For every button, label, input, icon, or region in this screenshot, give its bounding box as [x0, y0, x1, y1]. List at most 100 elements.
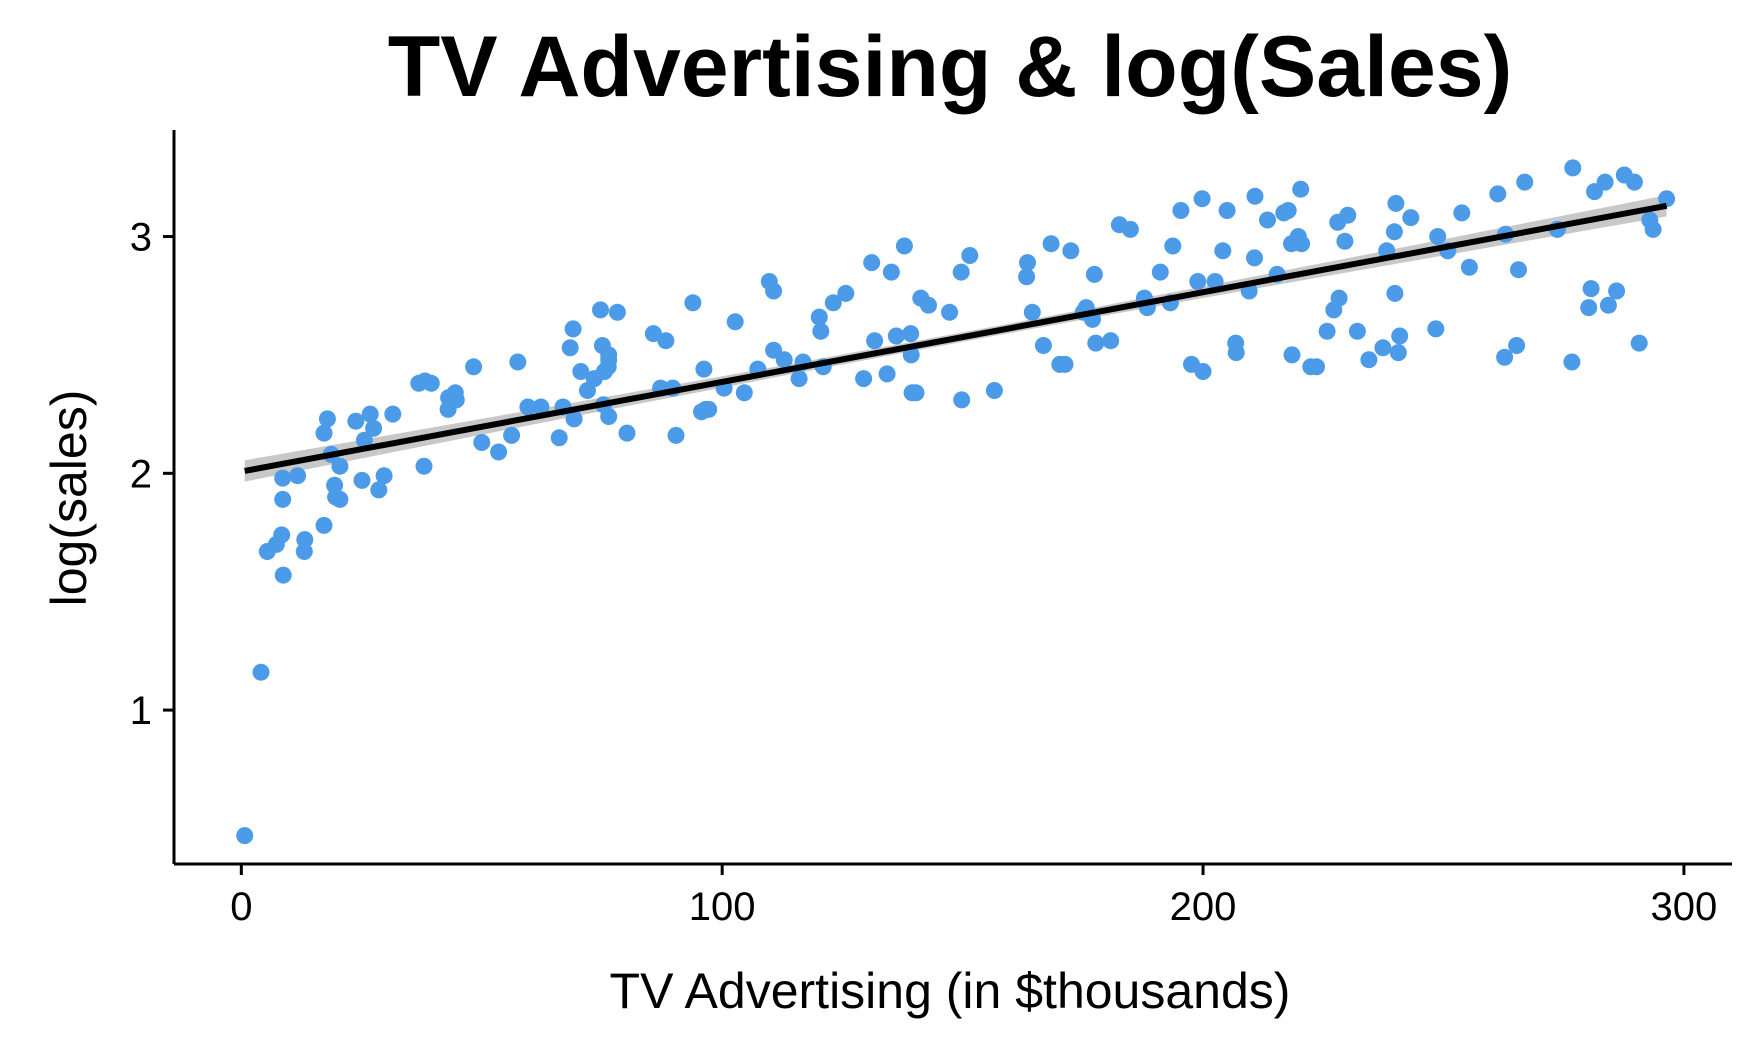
data-point [1402, 209, 1420, 227]
axes: 0 100 200 300 1 2 3 [130, 130, 1732, 929]
data-point [1206, 273, 1224, 290]
data-point [422, 374, 440, 392]
data-point [824, 294, 842, 312]
data-point [667, 426, 685, 444]
data-point [1336, 232, 1354, 250]
data-point [644, 325, 662, 343]
data-point [315, 424, 333, 442]
data-point [1292, 180, 1310, 198]
data-point [1246, 187, 1264, 205]
data-point [564, 320, 582, 338]
data-point [1429, 228, 1447, 245]
data-point [1580, 299, 1598, 317]
data-point [855, 370, 873, 388]
data-point [812, 322, 830, 340]
data-point [1164, 237, 1182, 255]
plot-area [236, 159, 1676, 845]
data-point [837, 284, 855, 302]
data-point [1387, 194, 1405, 212]
data-point [1151, 263, 1169, 281]
y-axis-ticks: 1 2 3 [130, 216, 174, 733]
data-point [1489, 185, 1507, 203]
data-point [1625, 173, 1643, 191]
data-point [274, 566, 292, 584]
data-point [565, 410, 583, 428]
y-tick-label: 2 [130, 452, 152, 496]
x-tick-label: 200 [1170, 885, 1237, 929]
data-point [1516, 173, 1534, 191]
data-point [1194, 363, 1212, 380]
data-point [1564, 159, 1582, 177]
data-point [572, 363, 590, 380]
data-point [941, 303, 959, 321]
data-point [1087, 334, 1105, 352]
data-point [952, 263, 970, 281]
data-point [1019, 254, 1036, 272]
data-point [236, 827, 254, 845]
data-point [1508, 337, 1526, 354]
data-point [775, 351, 793, 369]
data-point [361, 405, 379, 423]
y-axis-label: log(sales) [41, 390, 97, 607]
data-point [296, 531, 314, 549]
data-point [561, 339, 579, 357]
data-point [810, 308, 828, 326]
data-point [684, 294, 702, 312]
data-point [600, 351, 618, 369]
data-point [1453, 204, 1471, 222]
regression-line-layer [244, 202, 1668, 474]
data-point [1330, 289, 1348, 307]
data-point [1389, 344, 1407, 362]
data-point [1630, 334, 1648, 352]
data-point [1582, 280, 1600, 298]
data-point [902, 325, 920, 343]
data-point [1214, 242, 1232, 260]
data-point [592, 301, 609, 319]
data-point [252, 663, 270, 681]
data-point [618, 424, 636, 442]
data-point [1279, 202, 1297, 219]
y-tick-label: 1 [130, 689, 152, 733]
x-tick-label: 0 [230, 885, 252, 929]
data-point [1102, 332, 1120, 350]
data-point [1386, 284, 1404, 302]
x-axis-ticks: 0 100 200 300 [230, 864, 1717, 929]
data-point [735, 384, 753, 402]
data-point [1056, 355, 1074, 373]
data-point [882, 263, 900, 281]
data-point [447, 391, 465, 409]
data-point [1339, 206, 1357, 224]
data-point [1599, 296, 1617, 314]
data-point [866, 332, 884, 350]
data-point [473, 434, 491, 451]
data-point [907, 384, 925, 402]
data-point [503, 426, 521, 444]
chart-title: TV Advertising & log(Sales) [388, 19, 1513, 115]
data-point [365, 419, 383, 437]
data-point [1085, 265, 1103, 283]
data-point [863, 254, 881, 272]
data-point [318, 410, 336, 428]
data-point [1062, 242, 1080, 260]
data-point [1308, 358, 1325, 376]
data-point [790, 370, 808, 388]
data-point [700, 400, 718, 418]
data-point [1121, 220, 1139, 238]
y-tick-label: 3 [130, 216, 152, 260]
data-point [465, 358, 483, 376]
data-point [289, 467, 307, 485]
data-point [274, 469, 292, 487]
data-point [273, 526, 291, 544]
data-point [1427, 320, 1445, 338]
data-point [600, 408, 618, 425]
data-point [1227, 344, 1245, 362]
data-point [765, 282, 783, 300]
data-point [315, 516, 333, 534]
data-point [953, 391, 971, 409]
data-point [331, 490, 349, 508]
x-tick-label: 100 [689, 885, 756, 929]
data-point [878, 365, 896, 383]
data-point [1246, 249, 1263, 267]
data-point [1563, 353, 1581, 371]
data-point [490, 443, 508, 461]
